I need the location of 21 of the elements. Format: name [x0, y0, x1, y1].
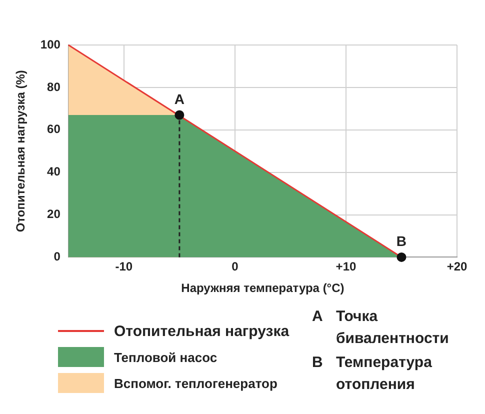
y-tick-label: 40: [47, 164, 61, 179]
y-tick-label: 100: [40, 37, 61, 52]
x-tick-label: -10: [115, 260, 133, 274]
y-axis-title: Отопительная нагрузка (%): [14, 70, 28, 232]
text: A: [312, 307, 324, 327]
annotation: A: [174, 90, 185, 107]
text: B: [312, 353, 324, 373]
text: Точка бивалентности: [336, 307, 450, 349]
x-tick-label: +10: [336, 260, 356, 274]
legend-label: Отопительная нагрузка: [114, 322, 290, 340]
y-tick-label: 0: [54, 250, 61, 264]
legend-label: Вспомог. теплогенератор: [114, 376, 278, 390]
y-tick-label: 60: [47, 122, 61, 136]
x-tick-label: +20: [446, 260, 468, 274]
legend-label: Тепловой насос: [114, 350, 218, 364]
y-tick-label: 80: [47, 80, 61, 94]
y-tick-label: 20: [47, 207, 61, 222]
text: Температура отопления: [336, 353, 433, 395]
x-tick-label: 0: [232, 260, 239, 274]
annotation: B: [396, 233, 407, 250]
x-axis-title: Наружняя температура (°C): [181, 281, 344, 296]
